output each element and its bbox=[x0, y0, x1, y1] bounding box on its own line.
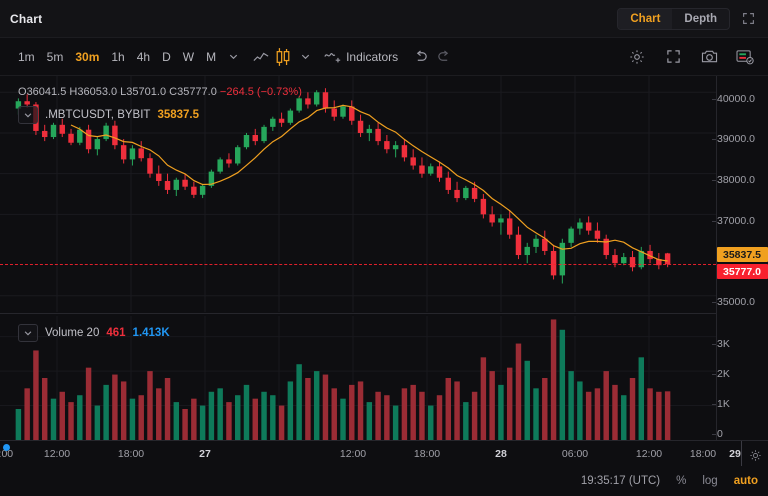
volume-pane[interactable]: Volume 20 461 1.413K bbox=[0, 316, 716, 440]
price-tick-37000: 37000.0 bbox=[712, 215, 755, 227]
volume-value-blue: 1.413K bbox=[132, 327, 170, 339]
symbol-legend: .MBTCUSDT, BYBIT 35837.5 bbox=[18, 106, 199, 124]
auto-scale-button[interactable]: auto bbox=[733, 475, 758, 487]
close-price-badge: 35777.0 bbox=[717, 264, 768, 279]
price-axis[interactable]: 40000.0 39000.0 38000.0 37000.0 35000.0 … bbox=[712, 76, 768, 440]
time-tick-2: 27 bbox=[199, 448, 211, 460]
time-axis[interactable]: 12:00 18:00 27 06:00 12:00 18:00 28 06:0… bbox=[0, 440, 768, 467]
price-tick-35000: 35000.0 bbox=[712, 296, 755, 308]
ohlc-legend: O36041.5 H36053.0 L35701.0 C35777.0 −264… bbox=[18, 86, 302, 98]
timeframe-30m[interactable]: 30m bbox=[75, 49, 100, 64]
ohlc-open: O36041.5 bbox=[18, 86, 67, 98]
volume-value-red: 461 bbox=[106, 327, 126, 339]
add-indicator-icon[interactable] bbox=[322, 46, 344, 68]
volume-plot[interactable] bbox=[0, 316, 716, 440]
order-panel-icon[interactable] bbox=[734, 46, 756, 68]
volume-legend: Volume 20 461 1.413K bbox=[18, 324, 170, 342]
page-title: Chart bbox=[10, 11, 43, 26]
time-tick-10: 29 bbox=[729, 448, 741, 460]
time-tick-9: 18:00 bbox=[689, 448, 717, 460]
price-tick-39000: 39000.0 bbox=[712, 133, 755, 145]
volume-tick-0: 0 bbox=[712, 428, 723, 440]
chart-depth-toggle: Chart Depth bbox=[617, 7, 730, 30]
ohlc-close: C35777.0 bbox=[169, 86, 217, 98]
time-tick-4: 12:00 bbox=[339, 448, 367, 460]
redo-icon[interactable] bbox=[432, 46, 454, 68]
toolbar-right-actions bbox=[626, 46, 756, 68]
ohlc-low: L35701.0 bbox=[120, 86, 167, 98]
time-tick-7: 06:00 bbox=[561, 448, 589, 460]
price-pane[interactable]: O36041.5 H36053.0 L35701.0 C35777.0 −264… bbox=[0, 76, 716, 312]
price-tick-40000: 40000.0 bbox=[712, 93, 755, 105]
timeframe-m[interactable]: M bbox=[206, 49, 217, 64]
timeframe-1h[interactable]: 1h bbox=[111, 49, 125, 64]
chart-header: Chart Chart Depth bbox=[0, 0, 768, 38]
candlestick-icon[interactable] bbox=[272, 46, 294, 68]
current-price-line bbox=[0, 264, 716, 266]
timeframe-w[interactable]: W bbox=[182, 49, 195, 64]
volume-tick-3k: 3K bbox=[712, 338, 730, 350]
gear-icon[interactable] bbox=[626, 46, 648, 68]
percent-scale-button[interactable]: % bbox=[676, 475, 687, 487]
header-actions: Chart Depth bbox=[617, 7, 758, 30]
volume-pane-chevron-down-icon[interactable] bbox=[18, 324, 38, 342]
volume-tick-2k: 2K bbox=[712, 368, 730, 380]
time-tick-6: 28 bbox=[495, 448, 507, 460]
clock-utc: 19:35:17 (UTC) bbox=[580, 475, 661, 487]
indicators-button[interactable]: Indicators bbox=[346, 49, 399, 64]
candlestick-plot[interactable] bbox=[0, 76, 716, 312]
timeframe-5m[interactable]: 5m bbox=[46, 49, 64, 64]
chevron-down-icon[interactable] bbox=[222, 46, 244, 68]
axis-divider bbox=[716, 76, 717, 440]
symbol-last-price: 35837.5 bbox=[157, 109, 200, 121]
price-tick-38000: 38000.0 bbox=[712, 174, 755, 186]
volume-title[interactable]: Volume 20 bbox=[45, 327, 100, 339]
scroll-indicator-dot bbox=[3, 444, 10, 451]
ohlc-high: H36053.0 bbox=[69, 86, 118, 98]
time-tick-3: 06:00 bbox=[0, 448, 14, 460]
chart-canvas-area[interactable]: O36041.5 H36053.0 L35701.0 C35777.0 −264… bbox=[0, 76, 768, 496]
time-tick-0: 12:00 bbox=[43, 448, 71, 460]
pane-divider[interactable] bbox=[0, 313, 716, 314]
time-axis-gear-icon[interactable] bbox=[746, 446, 764, 464]
line-chart-icon[interactable] bbox=[250, 46, 272, 68]
time-tick-1: 18:00 bbox=[117, 448, 145, 460]
timeframe-d[interactable]: D bbox=[162, 49, 171, 64]
camera-icon[interactable] bbox=[698, 46, 720, 68]
last-price-badge: 35837.5 bbox=[717, 247, 768, 262]
tab-chart[interactable]: Chart bbox=[618, 8, 673, 29]
time-tick-5: 18:00 bbox=[413, 448, 441, 460]
volume-tick-1k: 1K bbox=[712, 398, 730, 410]
log-scale-button[interactable]: log bbox=[702, 475, 718, 487]
ohlc-change: −264.5 (−0.73%) bbox=[219, 86, 302, 98]
tab-depth[interactable]: Depth bbox=[684, 12, 717, 25]
expand-icon[interactable] bbox=[662, 46, 684, 68]
chart-type-chevron-down-icon[interactable] bbox=[294, 46, 316, 68]
chart-status-bar: 19:35:17 (UTC) % log auto bbox=[0, 466, 768, 496]
undo-icon[interactable] bbox=[410, 46, 432, 68]
time-tick-8: 12:00 bbox=[635, 448, 663, 460]
price-pane-chevron-down-icon[interactable] bbox=[18, 106, 38, 124]
symbol-name[interactable]: .MBTCUSDT, BYBIT bbox=[45, 109, 151, 121]
chart-toolbar: 1m 5m 30m 1h 4h D W M bbox=[0, 38, 768, 76]
timeframe-1m[interactable]: 1m bbox=[18, 49, 35, 64]
timeframe-4h[interactable]: 4h bbox=[136, 49, 151, 64]
time-axis-divider bbox=[741, 441, 742, 467]
fullscreen-icon[interactable] bbox=[738, 9, 758, 29]
